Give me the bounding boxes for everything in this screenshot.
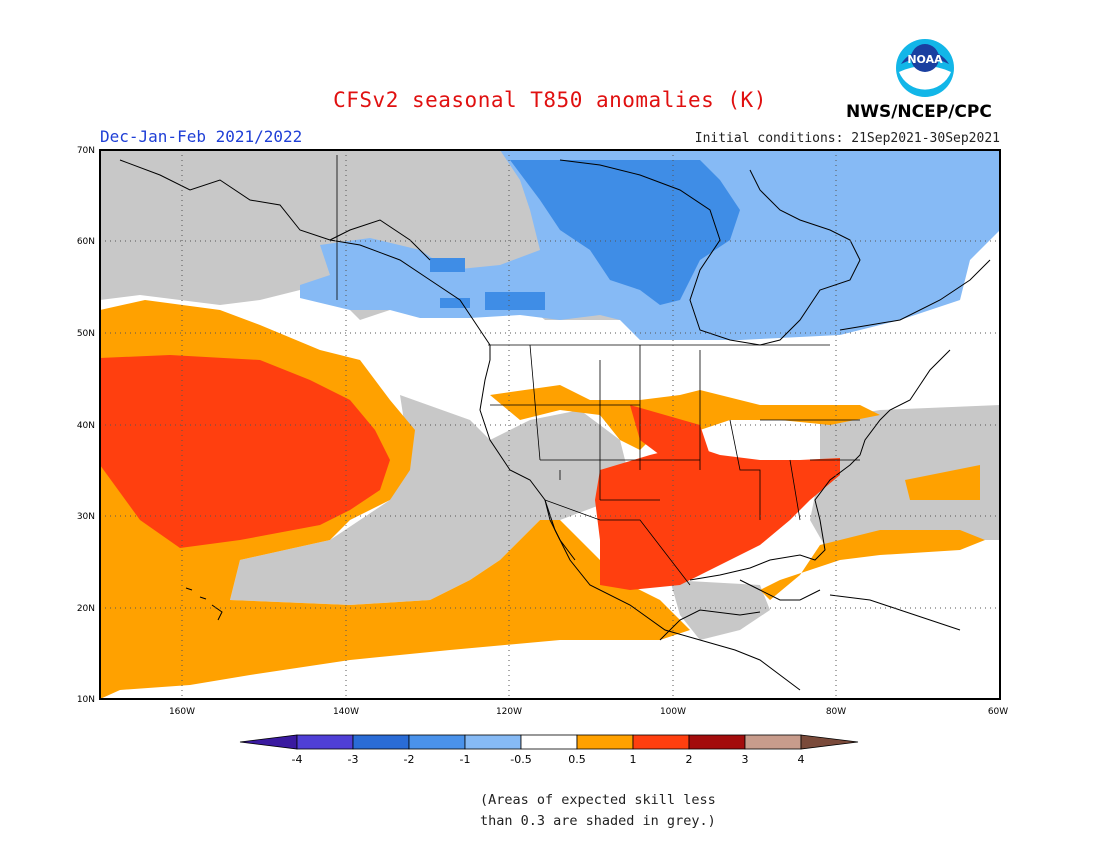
lon-label: 140W (333, 707, 359, 717)
colorbar-ticks: -4 -3 -2 -1 -0.5 0.5 1 2 3 4 (292, 753, 805, 766)
colorbar-tick: 4 (798, 753, 805, 766)
skill-mask-central (230, 395, 630, 605)
lon-label: 100W (660, 707, 686, 717)
agency-label: NWS/NCEP/CPC (846, 102, 992, 122)
colorbar-tick: -1 (460, 753, 471, 766)
lat-label: 20N (77, 604, 95, 614)
colorbar-tick: 3 (742, 753, 749, 766)
coastlines (119, 159, 991, 691)
colorbar-swatch (520, 734, 578, 750)
anomaly-field (100, 150, 1000, 699)
initial-conditions-label: Initial conditions: 21Sep2021-30Sep2021 (694, 131, 1000, 146)
lon-label: 160W (169, 707, 195, 717)
noaa-logo-text: NOAA (907, 53, 943, 66)
skill-mask-gulf (670, 580, 770, 640)
lat-label: 40N (77, 421, 95, 431)
lon-label: 60W (988, 707, 1008, 717)
graticule (100, 150, 1000, 699)
colorbar-tick: -4 (292, 753, 303, 766)
colorbar-tick: 1 (630, 753, 637, 766)
lat-label: 60N (77, 237, 95, 247)
anomaly-red-us-north (630, 405, 710, 455)
anomaly-red-us (595, 445, 840, 590)
lon-label: 80W (826, 707, 846, 717)
longitude-labels: 160W 140W 120W 100W 80W 60W (169, 707, 1008, 717)
colorbar-tick: 0.5 (568, 753, 586, 766)
lat-label: 10N (77, 695, 95, 705)
chart-title: CFSv2 seasonal T850 anomalies (K) (333, 88, 767, 112)
lat-label: 30N (77, 512, 95, 522)
colorbar-swatch (800, 734, 859, 750)
lat-label: 70N (77, 146, 95, 156)
colorbar-tick: -0.5 (510, 753, 531, 766)
colorbar-tick: -2 (404, 753, 415, 766)
colorbar-swatch (296, 734, 354, 750)
map-frame (99, 149, 1001, 700)
anomaly-orange-atlantic (760, 465, 985, 600)
colorbar-swatch (632, 734, 690, 750)
lat-label: 50N (77, 329, 95, 339)
political-borders (336, 155, 860, 586)
colorbar-swatch (688, 734, 746, 750)
colorbar-swatch (352, 734, 410, 750)
anomaly-red-pacific (100, 355, 390, 548)
noaa-logo-icon: NOAA (896, 39, 954, 97)
colorbar-tick: -3 (348, 753, 359, 766)
colorbar-swatch (464, 734, 522, 750)
colorbar-swatch (408, 734, 466, 750)
footnote: (Areas of expected skill less than 0.3 a… (480, 790, 716, 832)
colorbar-swatch (239, 734, 298, 750)
anomaly-blue-alaska (430, 258, 545, 310)
anomaly-blue-canada (510, 160, 740, 305)
footnote-line: (Areas of expected skill less (480, 792, 716, 808)
colorbar-swatch (576, 734, 634, 750)
colorbar-swatch (744, 734, 802, 750)
colorbar-tick: 2 (686, 753, 693, 766)
footnote-line: than 0.3 are shaded in grey.) (480, 813, 716, 829)
colorbar (239, 734, 859, 750)
anomaly-orange-us (490, 385, 880, 450)
latitude-labels: 70N 60N 50N 40N 30N 20N 10N (77, 146, 95, 705)
lon-label: 120W (496, 707, 522, 717)
season-label: Dec-Jan-Feb 2021/2022 (100, 127, 303, 146)
